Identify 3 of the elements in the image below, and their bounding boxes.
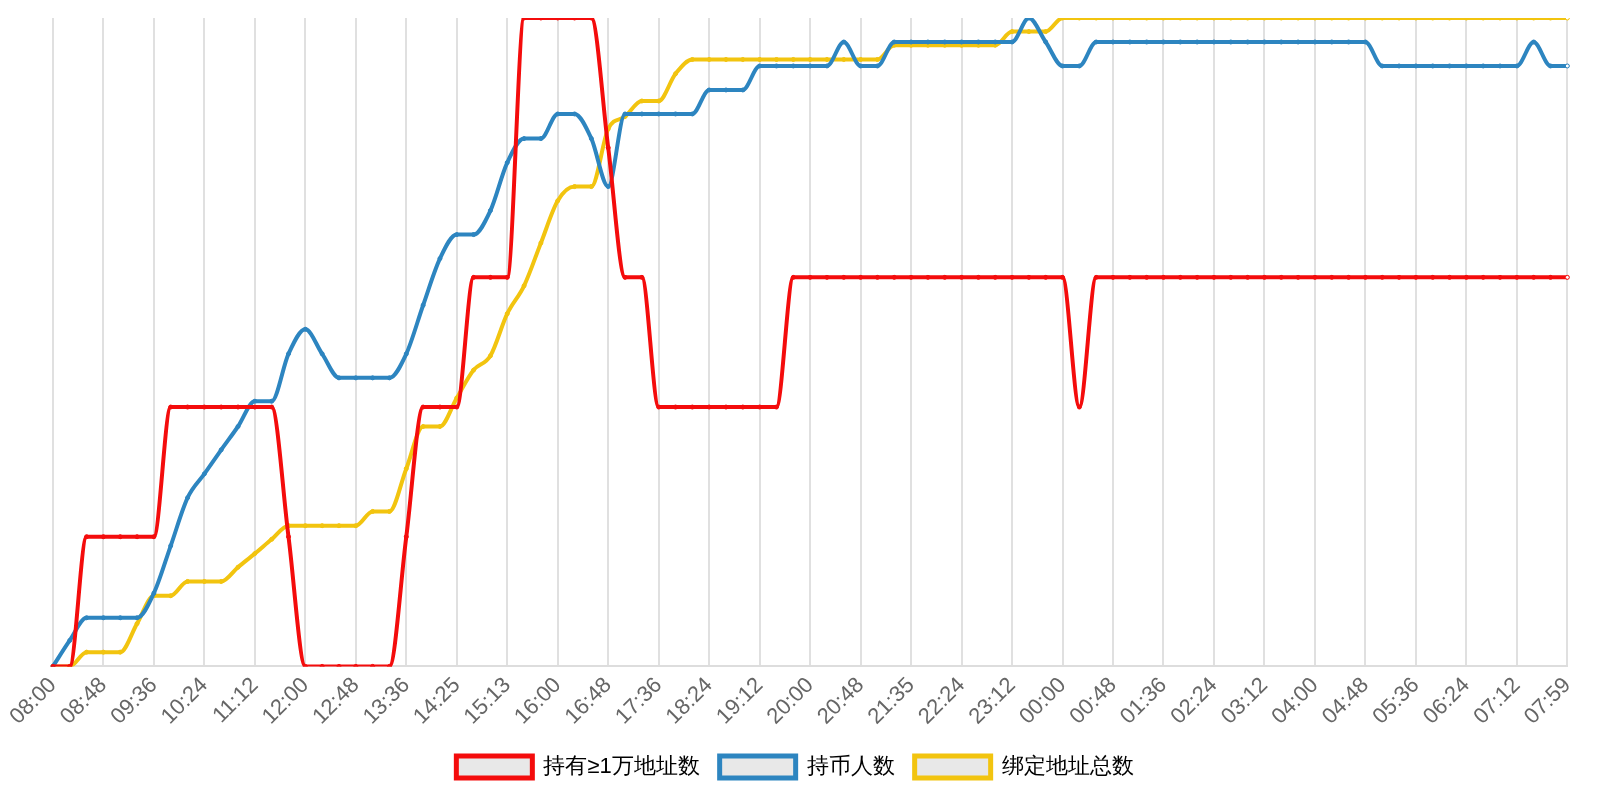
legend-label: 持币人数: [806, 753, 895, 779]
legend-label: 绑定地址总数: [1001, 753, 1134, 779]
legend-label: 持有≥1万地址数: [543, 753, 700, 779]
